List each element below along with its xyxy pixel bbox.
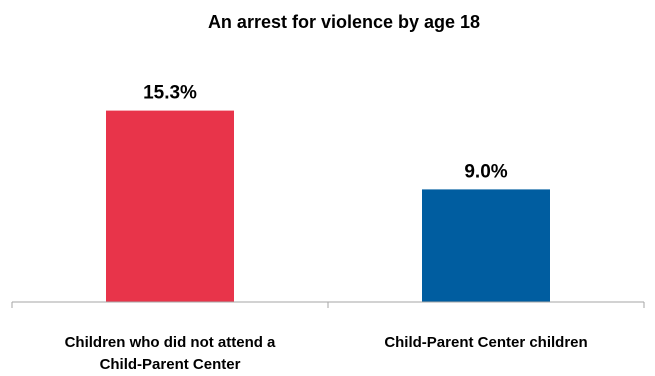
data-label-1: 9.0%: [464, 161, 507, 182]
labels-layer: 15.3% Children who did not attend a Child-…: [65, 83, 588, 373]
bar-0: [106, 110, 234, 302]
category-label-1-line-0: Child-Parent Center children: [384, 334, 587, 351]
data-label-0: 15.3%: [143, 83, 197, 104]
category-label-0-line-0: Children who did not attend a: [65, 334, 276, 351]
bars-layer: [106, 110, 550, 302]
bar-1: [422, 189, 550, 302]
chart-title: An arrest for violence by age 18: [208, 12, 480, 32]
category-label-0-line-1: Child-Parent Center: [100, 356, 241, 373]
